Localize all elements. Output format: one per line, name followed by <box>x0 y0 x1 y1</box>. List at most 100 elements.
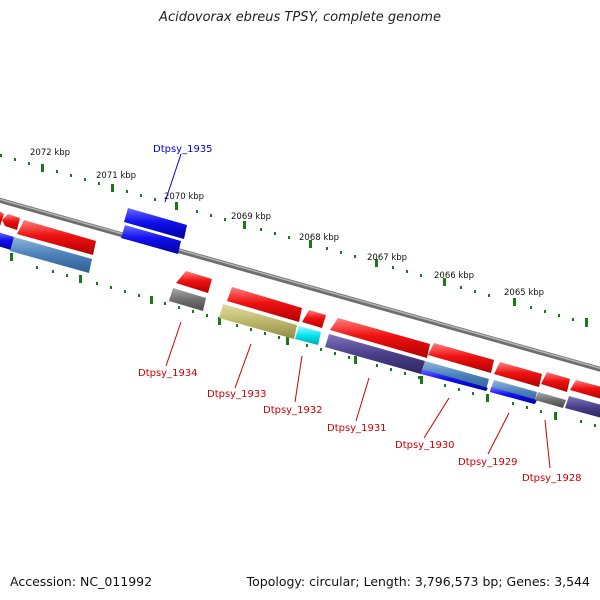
scale-dot <box>544 310 546 313</box>
scale-dot <box>164 302 166 305</box>
gene-feature <box>325 334 425 374</box>
scale-labels: 2072 kbp 2071 kbp 2070 kbp 2069 kbp 2068… <box>30 148 544 298</box>
gene-label-dtpsy-1933: Dtpsy_1933 <box>207 389 267 400</box>
scale-dot <box>580 420 582 423</box>
scale-dot <box>154 198 156 201</box>
gene-feature <box>2 214 20 230</box>
gene-feature <box>494 362 542 387</box>
scale-dot <box>540 410 542 413</box>
leader-line <box>355 377 370 422</box>
scale-tick <box>486 394 489 402</box>
scale-dot <box>404 372 406 375</box>
leader-line <box>164 153 182 203</box>
accession-text: Accession: NC_011992 <box>10 574 153 589</box>
leader-line <box>234 343 252 389</box>
scale-dot <box>420 274 422 277</box>
scale-label: 2072 kbp <box>30 148 70 158</box>
scale-dot <box>488 294 490 297</box>
scale-tick <box>420 376 423 384</box>
scale-dot <box>392 266 394 269</box>
scale-tick <box>354 356 357 364</box>
scale-dot <box>530 306 532 309</box>
page-title: Acidovorax ebreus TPSY, complete genome <box>159 10 441 25</box>
scale-dot <box>260 228 262 231</box>
scale-dot <box>0 154 2 157</box>
scale-label: 2069 kbp <box>231 212 271 222</box>
gene-feature <box>421 369 488 391</box>
gene-feature <box>227 287 302 322</box>
scale-dot <box>192 310 194 313</box>
genome-backbone-highlight <box>0 198 600 369</box>
scale-tick <box>10 253 13 261</box>
reverse-strand-genes <box>0 232 600 418</box>
gene-feature <box>10 237 92 273</box>
outer-scale <box>0 154 588 327</box>
genome-summary-text: Topology: circular; Length: 3,796,573 bp… <box>246 574 590 589</box>
scale-tick <box>243 221 246 229</box>
scale-dot <box>572 318 574 321</box>
scale-dot <box>474 290 476 293</box>
gene-feature <box>17 220 96 255</box>
scale-dot <box>126 190 128 193</box>
scale-dot <box>66 274 68 277</box>
scale-dot <box>406 270 408 273</box>
scale-tick <box>375 259 378 267</box>
scale-dot <box>354 255 356 258</box>
scale-tick <box>585 318 588 327</box>
gene-feature <box>124 208 187 239</box>
gene-feature <box>570 380 600 399</box>
scale-tick <box>286 337 289 345</box>
scale-tick <box>513 298 516 306</box>
scale-dot <box>70 174 72 177</box>
scale-tick <box>79 275 82 283</box>
scale-dot <box>326 247 328 250</box>
scale-dot <box>250 328 252 331</box>
scale-label: 2068 kbp <box>299 233 339 243</box>
scale-dot <box>390 368 392 371</box>
gene-label-dtpsy-1934: Dtpsy_1934 <box>138 368 198 379</box>
leader-line <box>487 412 510 455</box>
gene-label-dtpsy-1935: Dtpsy_1935 <box>153 144 213 155</box>
leader-line <box>544 419 551 469</box>
scale-dot <box>196 210 198 213</box>
scale-dot <box>110 286 112 289</box>
gene-feature <box>565 396 600 418</box>
scale-dot <box>306 344 308 347</box>
gene-labels: Dtpsy_1935 Dtpsy_1934 Dtpsy_1933 Dtpsy_1… <box>138 144 582 484</box>
scale-dot <box>444 384 446 387</box>
scale-dot <box>334 352 336 355</box>
scale-dot <box>84 178 86 181</box>
gene-feature <box>490 387 537 404</box>
scale-dot <box>14 158 16 161</box>
gene-feature <box>302 310 326 328</box>
scale-dot <box>52 270 54 273</box>
scale-tick <box>443 278 446 286</box>
scale-dot <box>418 376 420 379</box>
gene-feature <box>121 225 181 254</box>
scale-dot <box>210 214 212 217</box>
scale-label: 2070 kbp <box>164 192 204 202</box>
gene-feature <box>422 361 489 390</box>
leader-line <box>423 397 450 439</box>
scale-dot <box>36 266 38 269</box>
scale-dot <box>288 236 290 239</box>
gene-label-dtpsy-1928: Dtpsy_1928 <box>522 473 582 484</box>
gene-feature <box>541 372 570 392</box>
scale-dot <box>236 324 238 327</box>
scale-dot <box>98 182 100 185</box>
gene-label-dtpsy-1931: Dtpsy_1931 <box>327 423 387 434</box>
scale-dot <box>460 286 462 289</box>
scale-dot <box>458 388 460 391</box>
scale-dot <box>96 282 98 285</box>
scale-tick <box>150 296 153 304</box>
leader-line <box>165 321 182 367</box>
scale-dot <box>558 314 560 317</box>
scale-dot <box>124 290 126 293</box>
scale-dot <box>512 402 514 405</box>
scale-tick <box>554 412 557 420</box>
gene-label-dtpsy-1929: Dtpsy_1929 <box>458 457 518 468</box>
scale-tick <box>41 164 44 172</box>
scale-label: 2071 kbp <box>96 171 136 181</box>
gene-feature <box>535 392 566 408</box>
